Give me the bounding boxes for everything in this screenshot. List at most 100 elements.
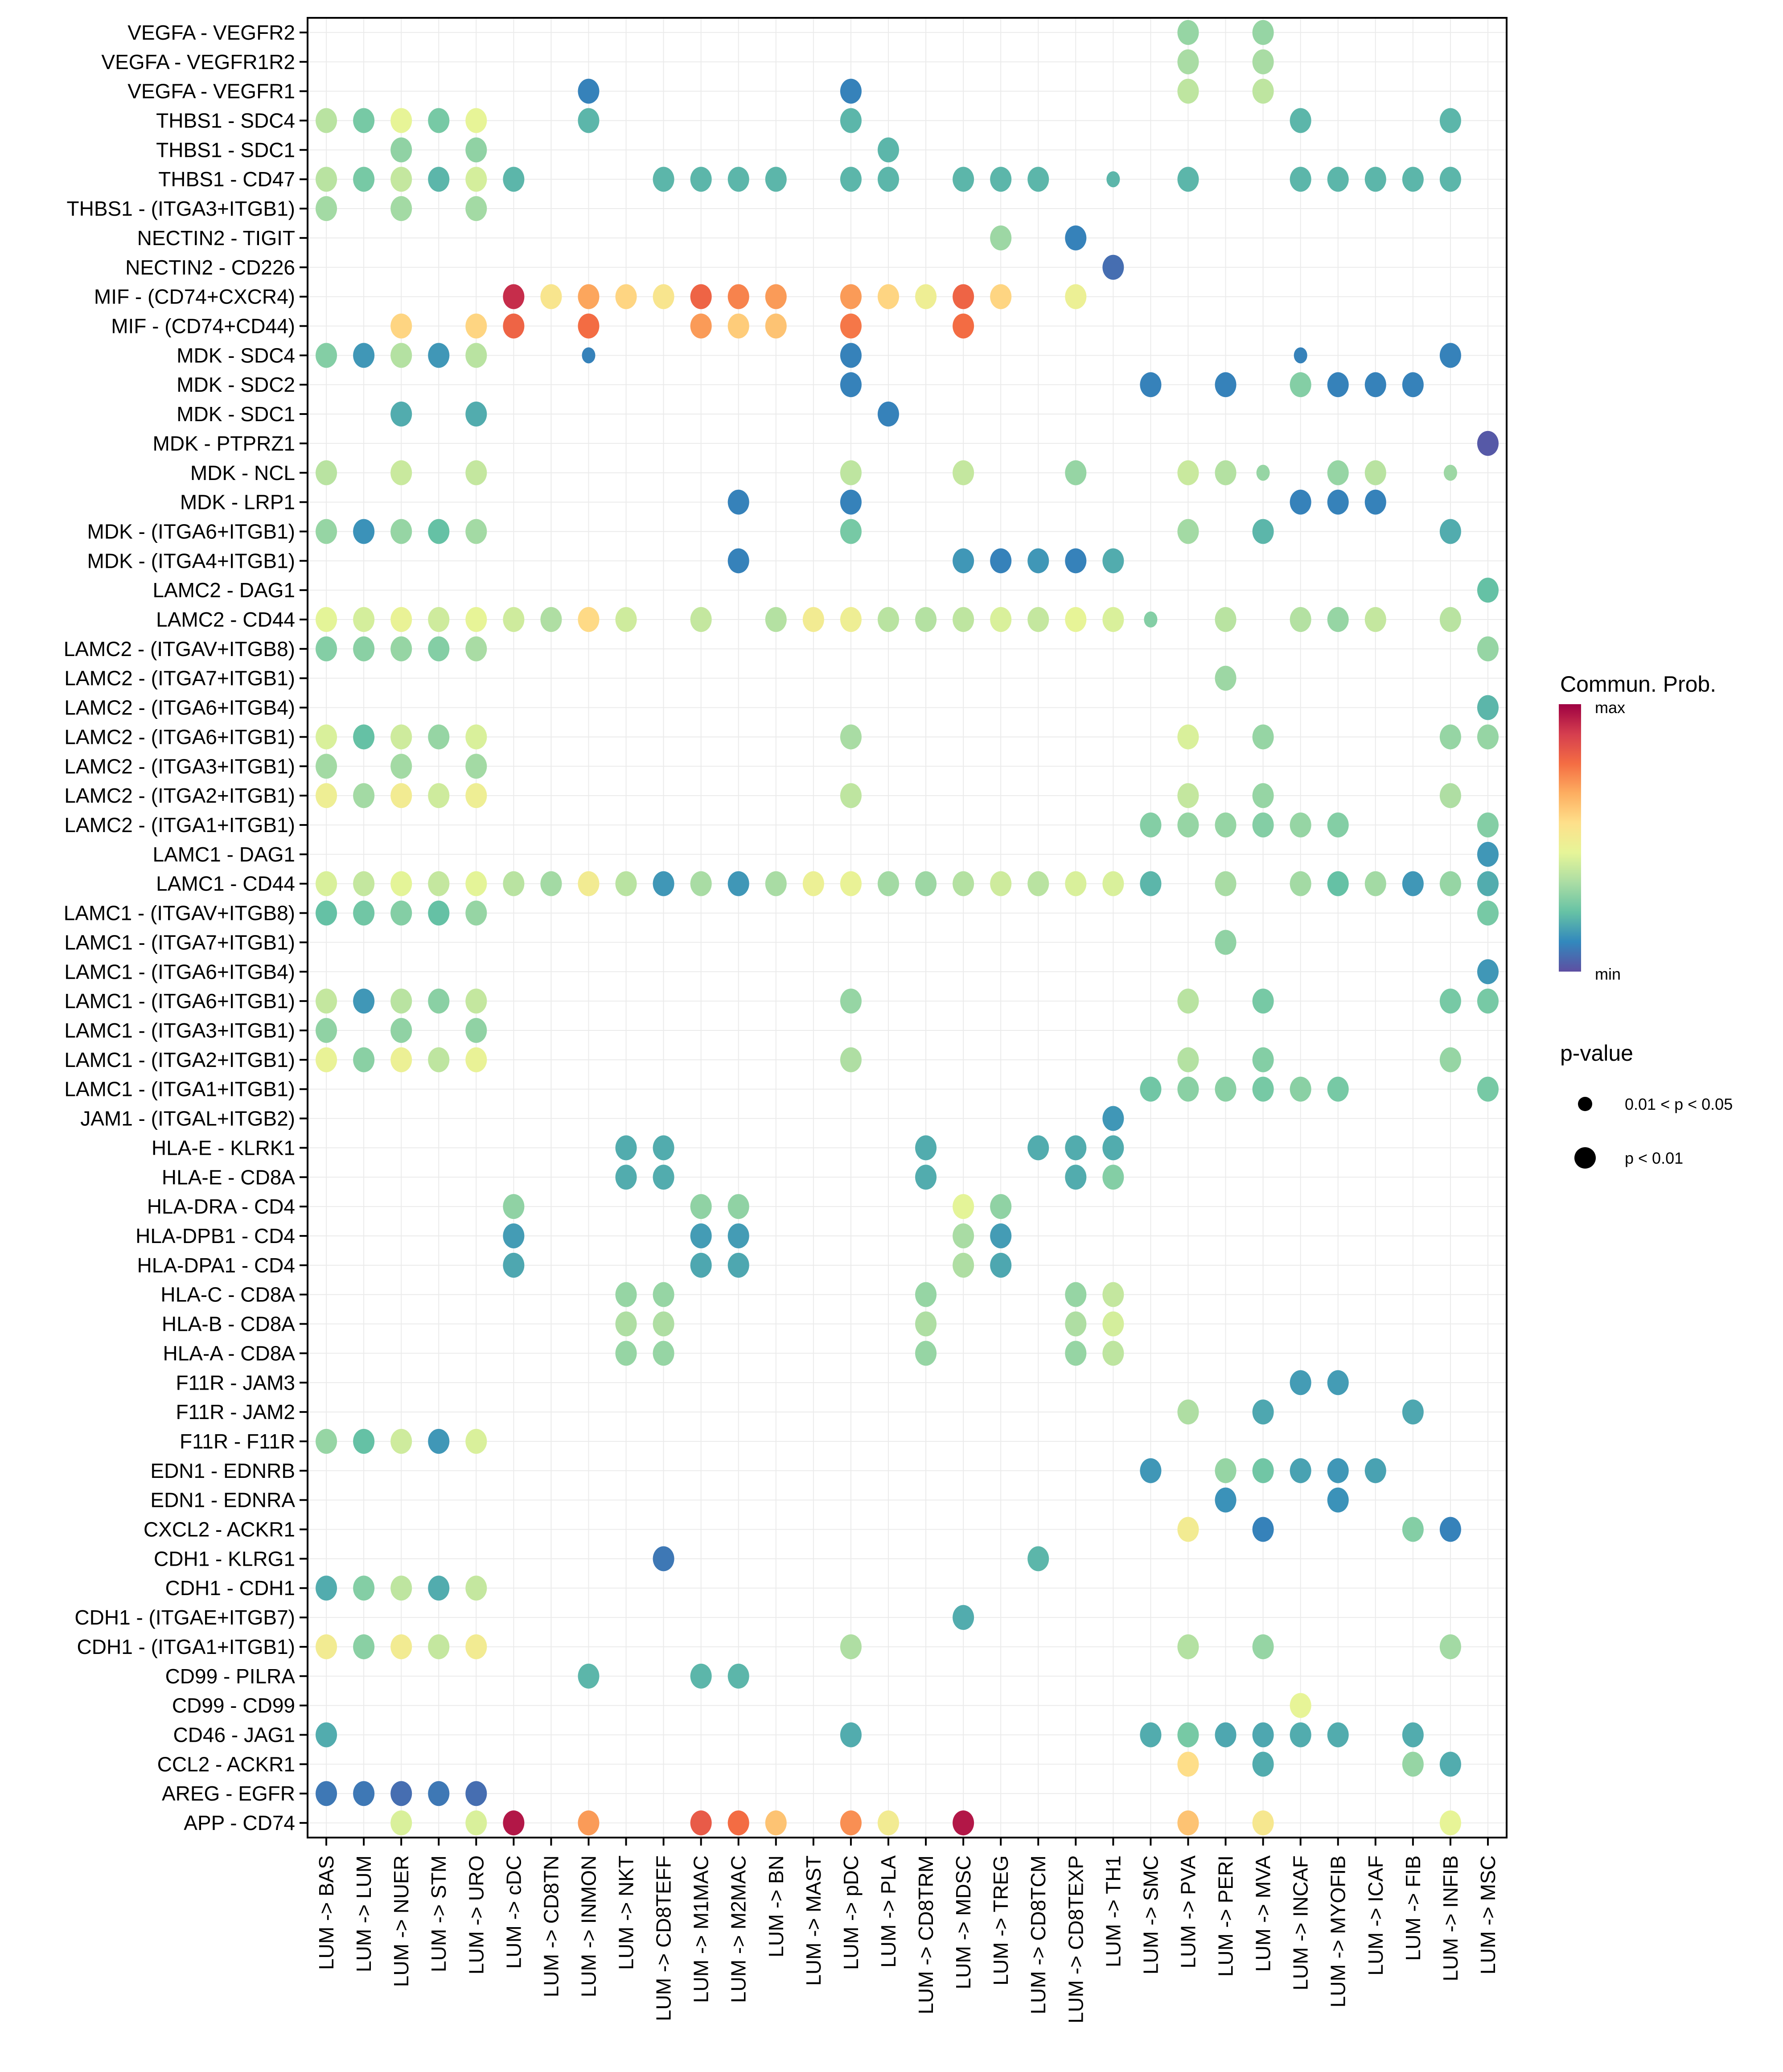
dot-mdk-sdc1-col2 bbox=[390, 402, 412, 427]
dot-thbs1-cd47-col3 bbox=[428, 167, 450, 192]
y-tick-label: MDK - (ITGA6+ITGB1) bbox=[87, 520, 295, 543]
dot-mdk-sdc2-col26 bbox=[1290, 372, 1311, 398]
dot-mdk-lrp1-col14 bbox=[840, 489, 862, 515]
y-tick-label: MDK - SDC1 bbox=[177, 402, 295, 426]
dot-lamc2-cd44-col3 bbox=[428, 607, 450, 632]
dot-hla-dpa1-cd4-col10 bbox=[690, 1252, 712, 1278]
dot-cdh1-klrg1-col19 bbox=[1027, 1546, 1049, 1571]
dot-lamc1-cd44-col5 bbox=[503, 871, 525, 896]
y-tick-label: F11R - F11R bbox=[180, 1430, 295, 1453]
dot-thbs1-cd47-col29 bbox=[1402, 167, 1424, 192]
dot-lamc2-cd44-col6 bbox=[540, 607, 562, 632]
y-tick-label: LAMC2 - (ITGA2+ITGB1) bbox=[64, 784, 295, 807]
dot-cd46-jag1-col27 bbox=[1327, 1722, 1349, 1748]
dot-mdk-ncl-col23 bbox=[1177, 460, 1199, 485]
dot-lamc2-cd44-col24 bbox=[1215, 607, 1237, 632]
dot-hla-b-cd8a-col9 bbox=[653, 1311, 674, 1337]
x-tick-label: LUM -> PERI bbox=[1214, 1855, 1237, 1977]
dot-mdk-lrp1-col27 bbox=[1327, 489, 1349, 515]
dot-lamc1-cd44-col18 bbox=[990, 871, 1012, 896]
dot-lamc2-cd44-col10 bbox=[690, 607, 712, 632]
dot-cd99-pilra-col11 bbox=[727, 1663, 749, 1689]
x-tick-label: LUM -> URO bbox=[464, 1855, 488, 1974]
y-tick-label: LAMC1 - (ITGA2+ITGB1) bbox=[64, 1048, 295, 1071]
dot-thbs1-cd47-col1 bbox=[353, 167, 375, 192]
dot-lamc1-cd44-col29 bbox=[1402, 871, 1424, 896]
y-tick-label: NECTIN2 - CD226 bbox=[125, 256, 295, 279]
dot-lamc2-cd44-col28 bbox=[1364, 607, 1386, 632]
dot-f11r-f11r-col1 bbox=[353, 1428, 375, 1454]
dot-cdh1-cdh1-col4 bbox=[465, 1576, 487, 1601]
dot-mif-cd74-cxcr4--col15 bbox=[877, 284, 899, 309]
dot-lamc1-itgav-itgb8--col3 bbox=[428, 900, 450, 926]
x-tick-label: LUM -> MSC bbox=[1476, 1855, 1500, 1974]
dot-cd46-jag1-col0 bbox=[316, 1722, 337, 1748]
dot-lamc1-itga6-itgb1--col2 bbox=[390, 989, 412, 1014]
dot-mdk-sdc2-col28 bbox=[1364, 372, 1386, 398]
grid-lines bbox=[308, 18, 1507, 1838]
x-tick-label: LUM -> INFIB bbox=[1439, 1855, 1462, 1981]
dot-jam1-itgal-itgb2--col21 bbox=[1102, 1106, 1124, 1131]
y-tick-label: LAMC2 - (ITGA1+ITGB1) bbox=[64, 813, 295, 837]
dot-hla-dpb1-cd4-col10 bbox=[690, 1223, 712, 1248]
dot-cd46-jag1-col29 bbox=[1402, 1722, 1424, 1748]
dot-lamc1-cd44-col0 bbox=[316, 871, 337, 896]
x-tick-label: LUM -> BAS bbox=[315, 1855, 338, 1970]
dot-lamc2-cd44-col12 bbox=[765, 607, 787, 632]
x-tick-label: LUM -> STM bbox=[427, 1855, 450, 1972]
dot-thbs1-sdc4-col1 bbox=[353, 108, 375, 133]
dot-mdk-ncl-col28 bbox=[1364, 460, 1386, 485]
dot-lamc2-cd44-col7 bbox=[578, 607, 600, 632]
dot-lamc2-cd44-col20 bbox=[1065, 607, 1087, 632]
dot-lamc1-cd44-col13 bbox=[802, 871, 824, 896]
dot-areg-egfr-col2 bbox=[390, 1781, 412, 1806]
dot-lamc1-itga6-itgb1--col0 bbox=[316, 989, 337, 1014]
dot-lamc2-cd44-col21 bbox=[1102, 607, 1124, 632]
dot-cxcl2-ackr1-col30 bbox=[1439, 1517, 1461, 1542]
dot-lamc1-itgav-itgb8--col1 bbox=[353, 900, 375, 926]
y-tick-label: MDK - NCL bbox=[190, 461, 295, 484]
dot-mdk-sdc4-col4 bbox=[465, 343, 487, 368]
dot-cdh1-klrg1-col9 bbox=[653, 1546, 674, 1571]
dot-mif-cd74-cd44--col11 bbox=[727, 313, 749, 339]
y-tick-label: MDK - SDC4 bbox=[177, 344, 295, 367]
dot-lamc1-itga6-itgb1--col25 bbox=[1252, 989, 1274, 1014]
dot-mif-cd74-cd44--col4 bbox=[465, 313, 487, 339]
x-tick-label: LUM -> CD8TCM bbox=[1027, 1855, 1050, 2015]
dot-mif-cd74-cxcr4--col5 bbox=[503, 284, 525, 309]
dot-thbs1-sdc4-col7 bbox=[578, 108, 600, 133]
dot-lamc1-itga1-itgb1--col22 bbox=[1140, 1076, 1162, 1102]
dot-lamc1-cd44-col30 bbox=[1439, 871, 1461, 896]
dot-cdh1-itga1-itgb1--col3 bbox=[428, 1634, 450, 1659]
dot-mdk-sdc4-col0 bbox=[316, 343, 337, 368]
dot-lamc1-itga2-itgb1--col4 bbox=[465, 1047, 487, 1072]
dot-cdh1-cdh1-col0 bbox=[316, 1576, 337, 1601]
dot-mdk-itga6-itgb1--col0 bbox=[316, 519, 337, 544]
dot-app-cd74-col23 bbox=[1177, 1810, 1199, 1836]
dot-thbs1-cd47-col2 bbox=[390, 167, 412, 192]
dot-mdk-itga6-itgb1--col25 bbox=[1252, 519, 1274, 544]
dot-thbs1-cd47-col10 bbox=[690, 167, 712, 192]
dot-hla-dra-cd4-col18 bbox=[990, 1194, 1012, 1219]
x-tick-label: LUM -> M1MAC bbox=[690, 1855, 713, 2003]
dot-cdh1-cdh1-col3 bbox=[428, 1576, 450, 1601]
dot-hla-dra-cd4-col5 bbox=[503, 1194, 525, 1219]
dot-ccl2-ackr1-col25 bbox=[1252, 1752, 1274, 1777]
dot-nectin2-tigit-col20 bbox=[1065, 225, 1087, 250]
dot-thbs1-cd47-col21 bbox=[1106, 171, 1120, 188]
dot-lamc2-itga6-itgb1--col23 bbox=[1177, 724, 1199, 750]
colorbar bbox=[1559, 704, 1581, 972]
dot-cdh1-itga1-itgb1--col25 bbox=[1252, 1634, 1274, 1659]
dot-hla-e-klrk1-col19 bbox=[1027, 1135, 1049, 1161]
y-tick-label: LAMC2 - (ITGAV+ITGB8) bbox=[64, 637, 295, 661]
dot-hla-e-cd8a-col21 bbox=[1102, 1165, 1124, 1190]
dot-thbs1-cd47-col9 bbox=[653, 167, 674, 192]
dot-thbs1-cd47-col0 bbox=[316, 167, 337, 192]
dot-mdk-sdc2-col27 bbox=[1327, 372, 1349, 398]
dot-lamc1-itgav-itgb8--col0 bbox=[316, 900, 337, 926]
dot-mdk-itga6-itgb1--col30 bbox=[1439, 519, 1461, 544]
dot-lamc1-cd44-col8 bbox=[615, 871, 637, 896]
dot-thbs1-cd47-col23 bbox=[1177, 167, 1199, 192]
size-legend-marker-large bbox=[1574, 1147, 1596, 1169]
dot-lamc1-cd44-col1 bbox=[353, 871, 375, 896]
